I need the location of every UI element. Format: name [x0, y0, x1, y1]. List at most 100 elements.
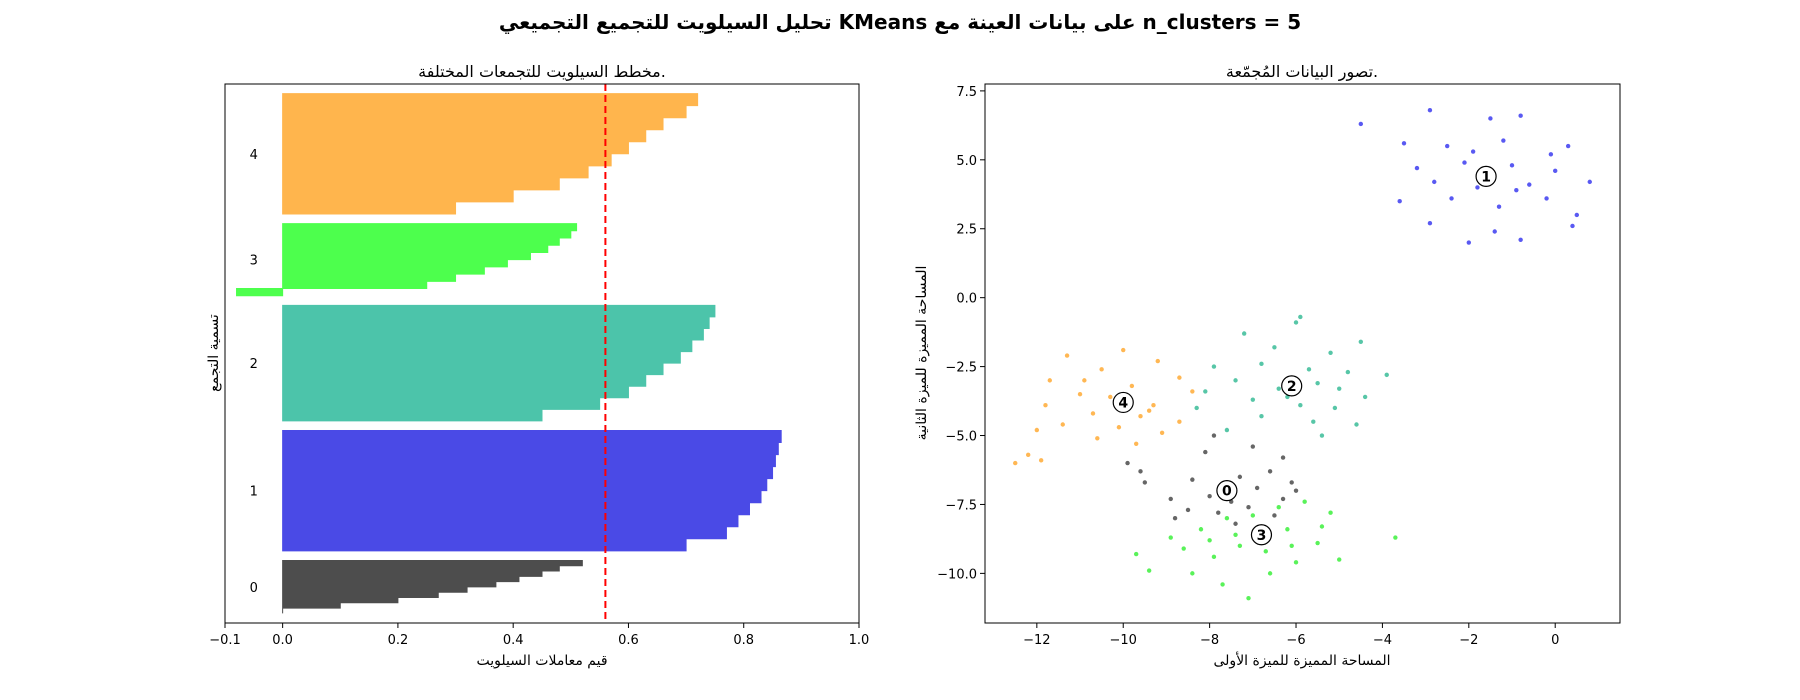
cluster-label-0: 0 [250, 581, 258, 596]
data-point-cluster-3 [1393, 535, 1398, 540]
scatter-ylabel: المساحة المميزة للميزة الثانية [914, 266, 930, 441]
data-point-cluster-1 [1462, 160, 1467, 165]
data-point-cluster-1 [1518, 237, 1523, 242]
silhouette-ylabel: تسمية التجمع [206, 314, 222, 392]
figure-suptitle: تحليل السيلويت للتجميع التجميعي KMeans ع… [499, 10, 1301, 35]
cluster-center-label-2: 2 [1287, 379, 1297, 395]
data-point-cluster-3 [1315, 540, 1320, 546]
data-point-cluster-4 [1095, 436, 1100, 441]
data-point-cluster-3 [1276, 505, 1281, 510]
data-point-cluster-3 [1190, 571, 1195, 576]
data-point-cluster-2 [1259, 414, 1264, 419]
data-point-cluster-4 [1151, 402, 1156, 408]
scatter-plot: 0 1 2 3 4 −12 −10 −8 −6 −4 −2 0 7.5 5.0 2.5 0.0 −2.5 −5.0… [937, 83, 1621, 648]
data-point-cluster-1 [1570, 223, 1575, 229]
data-point-cluster-0 [1172, 516, 1178, 521]
data-point-cluster-4 [1121, 347, 1126, 353]
data-point-cluster-4 [1025, 452, 1031, 458]
data-point-cluster-0 [1293, 488, 1299, 493]
data-point-cluster-3 [1263, 549, 1268, 554]
cluster-center-label-1: 1 [1481, 169, 1491, 185]
x-tick-label: 0.0 [272, 633, 293, 648]
data-point-cluster-0 [1250, 444, 1256, 449]
data-point-cluster-2 [1298, 314, 1303, 320]
silhouette-axes-frame [224, 83, 860, 624]
data-point-cluster-0 [1185, 507, 1191, 513]
scatter-axes-frame [984, 83, 1621, 624]
data-point-cluster-2 [1276, 386, 1281, 391]
data-point-cluster-1 [1514, 187, 1519, 193]
data-point-cluster-3 [1328, 510, 1333, 515]
x-tick-label: −2 [1459, 633, 1478, 648]
data-point-cluster-4 [1177, 419, 1182, 424]
data-point-cluster-1 [1565, 143, 1571, 149]
data-point-cluster-0 [1207, 493, 1212, 499]
cluster-center-0 [1216, 480, 1238, 502]
data-point-cluster-3 [1302, 499, 1307, 504]
data-point-cluster-2 [1224, 427, 1230, 433]
data-point-cluster-1 [1427, 221, 1433, 226]
data-point-cluster-4 [1108, 394, 1113, 400]
data-point-cluster-4 [1129, 383, 1135, 389]
data-point-cluster-2 [1337, 386, 1342, 391]
cluster-center-4 [1112, 391, 1134, 414]
data-point-cluster-1 [1397, 198, 1402, 204]
data-point-cluster-2 [1384, 372, 1389, 378]
data-point-cluster-0 [1237, 474, 1243, 480]
data-point-cluster-3 [1220, 582, 1225, 587]
data-point-cluster-4 [1077, 391, 1083, 397]
scatter-title: تصور البيانات المُجمّعة. [1226, 62, 1378, 82]
x-tick-label: −8 [1200, 633, 1219, 648]
data-point-cluster-1 [1544, 196, 1549, 201]
data-point-cluster-2 [1345, 369, 1351, 375]
cluster-label-3: 3 [250, 254, 258, 269]
data-point-cluster-3 [1319, 524, 1325, 529]
data-point-cluster-2 [1250, 397, 1256, 402]
data-point-cluster-3 [1198, 527, 1204, 532]
cluster-label-1: 1 [250, 485, 258, 500]
data-point-cluster-1 [1488, 116, 1493, 121]
data-point-cluster-4 [1099, 367, 1104, 372]
y-tick-label: 7.5 [956, 85, 977, 100]
data-point-cluster-0 [1254, 485, 1260, 491]
data-point-cluster-3 [1146, 568, 1152, 573]
data-point-cluster-2 [1293, 320, 1299, 325]
data-point-cluster-1 [1445, 143, 1450, 149]
data-point-cluster-4 [1190, 389, 1195, 394]
data-point-cluster-1 [1527, 182, 1532, 187]
cluster-center-label-3: 3 [1257, 528, 1267, 544]
data-point-cluster-2 [1306, 367, 1312, 372]
data-point-cluster-2 [1358, 339, 1364, 344]
data-point-cluster-1 [1509, 163, 1515, 168]
x-tick-label: 0.4 [503, 633, 524, 648]
data-point-cluster-4 [1177, 375, 1182, 380]
silhouette-band-cluster-2 [282, 304, 716, 422]
y-tick-label: 2.5 [956, 223, 977, 238]
data-point-cluster-0 [1203, 449, 1208, 455]
data-point-cluster-2 [1332, 405, 1338, 411]
data-point-cluster-1 [1427, 107, 1433, 113]
data-point-cluster-2 [1315, 380, 1320, 386]
data-point-cluster-2 [1311, 419, 1316, 424]
data-point-cluster-1 [1496, 204, 1502, 209]
data-point-cluster-3 [1233, 532, 1238, 537]
data-point-cluster-2 [1354, 422, 1359, 427]
data-point-cluster-3 [1211, 554, 1217, 560]
data-point-cluster-4 [1034, 427, 1040, 433]
data-point-cluster-4 [1090, 411, 1096, 416]
data-point-cluster-4 [1038, 458, 1044, 463]
data-point-cluster-1 [1548, 152, 1554, 157]
cluster-center-3 [1250, 524, 1273, 546]
data-point-cluster-3 [1237, 543, 1243, 549]
data-point-cluster-1 [1432, 179, 1437, 185]
data-point-cluster-2 [1259, 361, 1264, 367]
data-point-cluster-4 [1047, 378, 1052, 383]
data-point-cluster-3 [1289, 543, 1294, 549]
data-point-cluster-1 [1401, 141, 1407, 146]
data-point-cluster-4 [1116, 425, 1122, 430]
data-point-cluster-2 [1328, 350, 1333, 356]
data-point-cluster-1 [1358, 121, 1364, 127]
data-point-cluster-2 [1211, 364, 1217, 369]
